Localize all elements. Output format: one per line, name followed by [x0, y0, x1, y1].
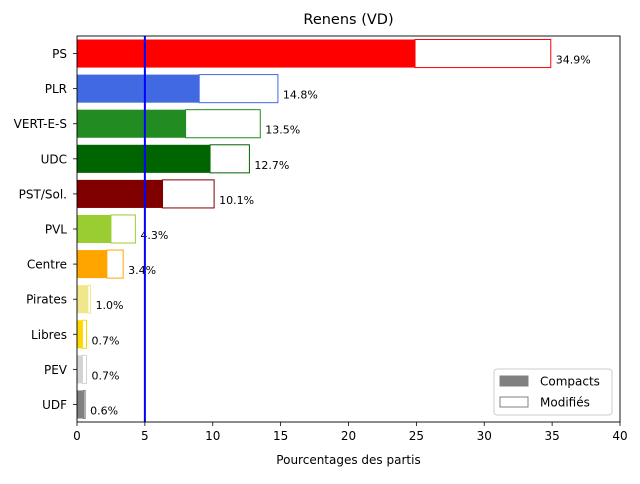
bar-compacts-8	[77, 285, 88, 314]
legend-swatch-1	[499, 375, 529, 387]
y-tick-label-4: UDC	[41, 152, 67, 166]
bar-compacts-2	[77, 74, 200, 103]
data-label-2: 14.8%	[283, 89, 318, 102]
x-tick-label-4: 15	[273, 429, 288, 443]
bar-modifies-3	[185, 109, 261, 139]
data-label-1: 34.9%	[556, 54, 591, 67]
bar-modifies-8	[87, 284, 92, 314]
data-label-10: 0.7%	[92, 369, 120, 382]
chart-title: Renens (VD)	[303, 12, 393, 28]
data-label-6: 4.3%	[140, 229, 168, 242]
bar-modifies-11	[83, 389, 86, 419]
legend: Compacts Modifiés	[493, 368, 613, 416]
axes-layer: PS PLR VERT-E-S UDC PST/Sol. PVL Centre Pirates…	[14, 35, 628, 443]
data-label-5: 10.1%	[219, 194, 254, 207]
y-tick-label-10: PEV	[44, 363, 68, 377]
y-tick-label-11: UDF	[42, 398, 67, 412]
legend-swatch-2	[499, 396, 529, 408]
data-label-4: 12.7%	[254, 159, 289, 172]
data-label-3: 13.5%	[265, 124, 300, 137]
y-tick-label-6: PVL	[45, 223, 67, 237]
y-tick-label-7: Centre	[27, 258, 67, 272]
x-tick-label-3: 10	[205, 429, 220, 443]
data-labels-layer: 34.9% 14.8% 13.5% 12.7% 10.1% 4.3% 3.4% 1.0% 0.7…	[90, 54, 591, 418]
bar-modifies-1	[414, 39, 552, 69]
bar-compacts-1	[77, 39, 416, 68]
y-tick-label-1: PS	[52, 47, 67, 61]
bar-compacts-5	[77, 179, 163, 208]
x-tick-label-9: 40	[612, 429, 627, 443]
bar-modifies-7	[106, 249, 124, 279]
x-axis-label: Pourcentages des partis	[276, 453, 420, 467]
bar-modifies-6	[110, 214, 136, 244]
bar-modifies-4	[209, 144, 250, 174]
data-label-8: 1.0%	[96, 299, 124, 312]
bar-compacts-6	[77, 214, 111, 244]
data-label-9: 0.7%	[92, 334, 120, 347]
bar-compacts-11	[77, 390, 84, 419]
y-tick-label-3: VERT-E-S	[14, 117, 67, 131]
y-tick-label-5: PST/Sol.	[19, 187, 67, 201]
legend-label-1: Compacts	[540, 375, 600, 389]
bar-compacts-9	[77, 320, 83, 349]
y-tick-label-2: PLR	[45, 82, 67, 96]
bar-compacts-4	[77, 144, 211, 173]
bar-modifies-9	[81, 319, 88, 349]
x-tick-label-1: 0	[73, 429, 81, 443]
bar-modifies-5	[162, 179, 215, 209]
bar-modifies-2	[198, 74, 279, 104]
x-tick-label-7: 30	[477, 429, 492, 443]
data-label-11: 0.6%	[90, 404, 118, 417]
y-tick-label-9: Libres	[31, 328, 67, 342]
bar-compacts-3	[77, 109, 186, 138]
bar-compacts-7	[77, 250, 107, 279]
bars-layer	[77, 39, 552, 419]
x-tick-label-6: 25	[409, 429, 424, 443]
legend-label-2: Modifiés	[540, 396, 590, 410]
x-tick-label-8: 35	[544, 429, 559, 443]
x-tick-label-2: 5	[141, 429, 149, 443]
y-tick-label-8: Pirates	[26, 293, 67, 307]
x-tick-label-5: 20	[341, 429, 356, 443]
data-label-7: 3.4%	[128, 264, 156, 277]
bar-compacts-10	[77, 355, 83, 384]
bar-modifies-10	[81, 354, 88, 384]
